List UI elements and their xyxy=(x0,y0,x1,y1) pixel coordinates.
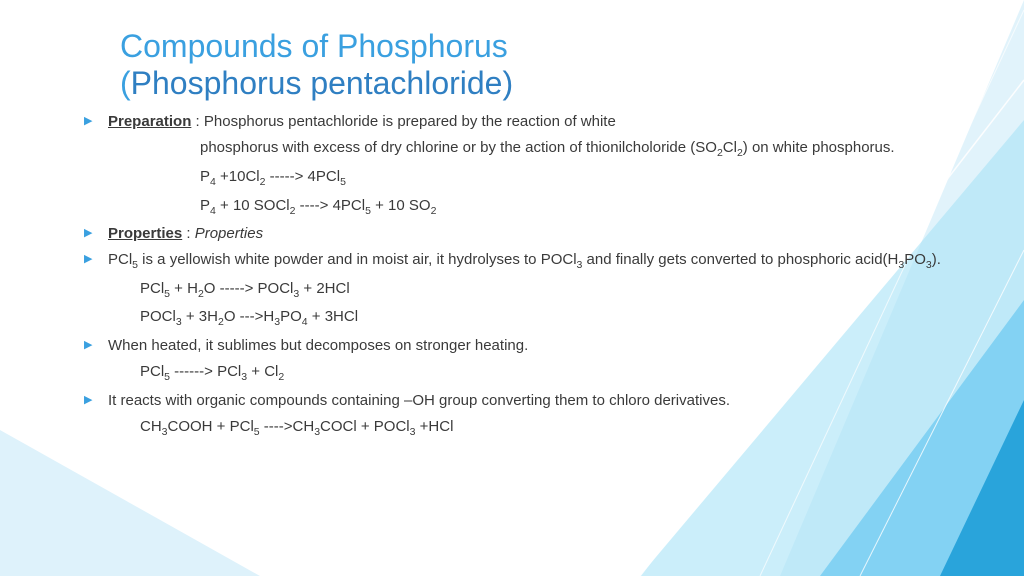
indented-line: PCl5 + H2O -----> POCl3 + 2HCl xyxy=(140,279,944,302)
bullet-item: It reacts with organic compounds contain… xyxy=(80,391,944,411)
body-items: Preparation : Phosphorus pentachloride i… xyxy=(80,112,944,440)
slide: Compounds of Phosphorus (Phosphorus pent… xyxy=(0,0,1024,576)
slide-title: Compounds of Phosphorus (Phosphorus pent… xyxy=(120,28,944,102)
indented-line: P4 + 10 SOCl2 ----> 4PCl5 + 10 SO2 xyxy=(200,196,944,219)
indented-line: P4 +10Cl2 -----> 4PCl5 xyxy=(200,167,944,190)
indented-line: CH3COOH + PCl5 ---->CH3COCl + POCl3 +HCl xyxy=(140,417,944,440)
title-line-1: Compounds of Phosphorus xyxy=(120,28,944,65)
bullet-text: It reacts with organic compounds contain… xyxy=(108,392,730,409)
bullet-label: Preparation xyxy=(108,113,191,130)
bullet-item: PCl5 is a yellowish white powder and in … xyxy=(80,250,944,272)
bullet-item: Preparation : Phosphorus pentachloride i… xyxy=(80,112,944,132)
bullet-item: Properties : Properties xyxy=(80,224,944,244)
indented-line: phosphorus with excess of dry chlorine o… xyxy=(200,138,944,161)
indented-line: POCl3 + 3H2O --->H3PO4 + 3HCl xyxy=(140,307,944,330)
indented-line: PCl5 ------> PCl3 + Cl2 xyxy=(140,362,944,385)
bullet-text: PCl5 is a yellowish white powder and in … xyxy=(108,251,941,268)
bullet-list: Preparation : Phosphorus pentachloride i… xyxy=(80,112,944,440)
title-line-2: (Phosphorus pentachloride) xyxy=(120,65,944,102)
bullet-text: Properties xyxy=(195,225,263,242)
content-area: Compounds of Phosphorus (Phosphorus pent… xyxy=(0,0,1024,466)
bullet-text: Phosphorus pentachloride is prepared by … xyxy=(204,113,616,130)
bullet-item: When heated, it sublimes but decomposes … xyxy=(80,336,944,356)
bullet-label: Properties xyxy=(108,225,182,242)
bullet-text: When heated, it sublimes but decomposes … xyxy=(108,337,528,354)
